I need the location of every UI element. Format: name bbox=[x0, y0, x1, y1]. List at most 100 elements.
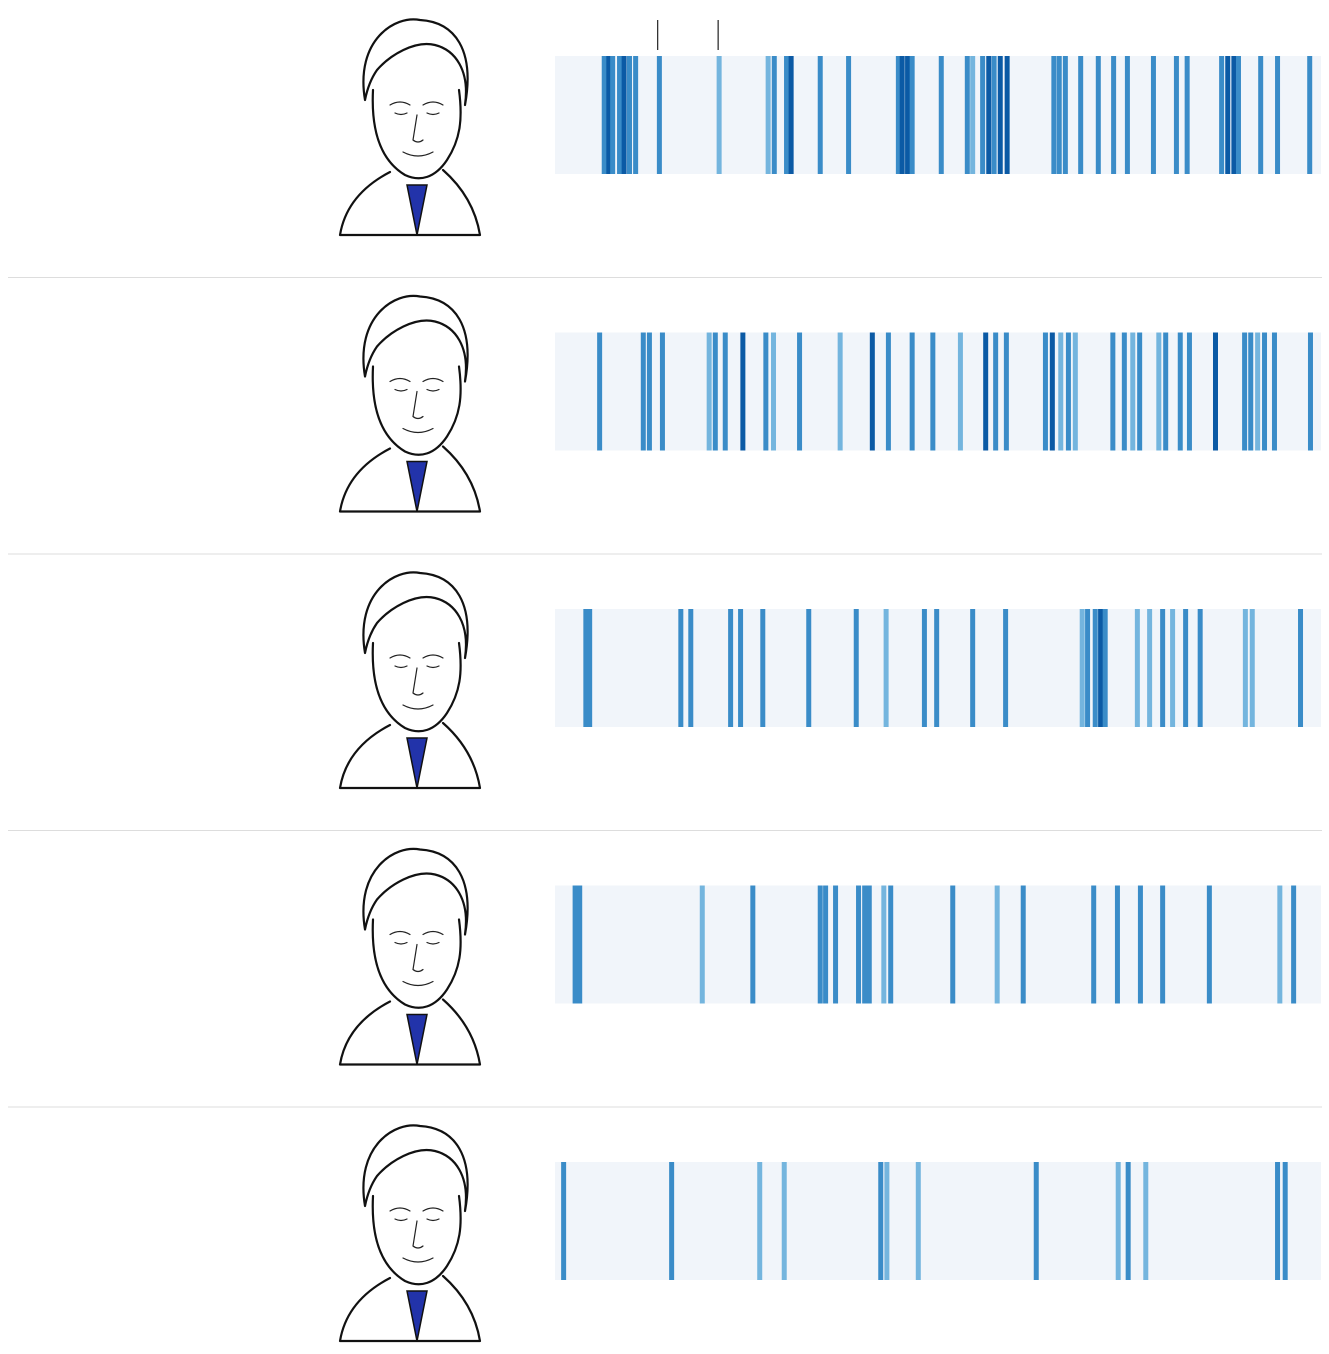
stripe bbox=[1056, 56, 1062, 174]
stripe bbox=[921, 609, 927, 727]
stripe bbox=[991, 56, 997, 174]
stripe bbox=[656, 56, 662, 174]
stripe bbox=[1277, 885, 1283, 1004]
stripe bbox=[1271, 332, 1277, 451]
stripe bbox=[771, 56, 777, 174]
stripe bbox=[1212, 332, 1218, 451]
stripe bbox=[699, 885, 705, 1004]
stripe bbox=[1020, 885, 1026, 1004]
stripe bbox=[610, 56, 616, 174]
stripe bbox=[806, 609, 812, 727]
stripe bbox=[1130, 332, 1136, 451]
stripe bbox=[853, 609, 859, 727]
stripe bbox=[980, 56, 986, 174]
portrait bbox=[338, 847, 482, 1066]
stripe bbox=[597, 332, 603, 451]
stripe bbox=[712, 332, 718, 451]
portrait bbox=[338, 1124, 482, 1343]
stripe bbox=[760, 609, 766, 727]
stripe bbox=[784, 56, 790, 174]
stripe bbox=[950, 885, 956, 1004]
stripe bbox=[1186, 332, 1192, 451]
stripe bbox=[678, 609, 684, 727]
stripe bbox=[1150, 56, 1156, 174]
stripe bbox=[1091, 885, 1097, 1004]
stripe bbox=[869, 332, 875, 451]
stripe bbox=[1156, 332, 1162, 451]
stripe bbox=[1235, 56, 1241, 174]
stripe bbox=[930, 332, 936, 451]
stripe bbox=[1231, 56, 1237, 174]
stripe bbox=[765, 56, 771, 174]
stripe bbox=[1219, 56, 1225, 174]
stripe bbox=[587, 609, 593, 727]
stripe bbox=[1092, 609, 1098, 727]
stripe bbox=[1147, 609, 1153, 727]
stripe bbox=[1160, 885, 1166, 1004]
stripe bbox=[716, 56, 722, 174]
stripe bbox=[1163, 332, 1169, 451]
stripe bbox=[1225, 56, 1231, 174]
stripe bbox=[878, 1162, 884, 1280]
stripe bbox=[740, 332, 746, 451]
stripe bbox=[997, 56, 1003, 174]
stripe bbox=[1307, 56, 1313, 174]
stripe bbox=[1242, 609, 1248, 727]
stripe bbox=[1282, 1162, 1288, 1280]
stripe bbox=[1065, 332, 1071, 451]
stripe bbox=[1078, 56, 1084, 174]
stripe bbox=[934, 609, 940, 727]
stripe bbox=[1275, 56, 1281, 174]
stripe bbox=[1098, 609, 1104, 727]
stripe bbox=[994, 885, 1000, 1004]
stripe bbox=[1143, 1162, 1149, 1280]
stripe bbox=[1173, 56, 1179, 174]
stripe bbox=[895, 56, 901, 174]
stripe bbox=[957, 332, 963, 451]
stripe bbox=[1134, 609, 1140, 727]
stripe bbox=[1051, 56, 1057, 174]
stripe bbox=[1160, 609, 1166, 727]
stripe bbox=[633, 56, 639, 174]
stripe bbox=[1085, 609, 1091, 727]
stripe bbox=[763, 332, 769, 451]
stripe bbox=[1003, 609, 1009, 727]
stripe bbox=[970, 56, 976, 174]
stripe bbox=[993, 332, 999, 451]
stripe bbox=[771, 332, 777, 451]
stripe bbox=[617, 56, 623, 174]
stripe bbox=[757, 1162, 763, 1280]
stripe bbox=[1177, 332, 1183, 451]
stripe bbox=[627, 56, 633, 174]
stripe bbox=[856, 885, 862, 1004]
stripe bbox=[884, 1162, 890, 1280]
stripe bbox=[1137, 885, 1143, 1004]
stripe bbox=[888, 885, 894, 1004]
stripe bbox=[905, 56, 911, 174]
stripe bbox=[722, 332, 728, 451]
stripe bbox=[964, 56, 970, 174]
stripe bbox=[1206, 885, 1212, 1004]
stripe bbox=[1197, 609, 1203, 727]
stripe bbox=[621, 56, 627, 174]
stripe bbox=[1125, 1162, 1131, 1280]
stripe bbox=[750, 885, 756, 1004]
stripe bbox=[986, 56, 992, 174]
strip-background bbox=[555, 1162, 1321, 1280]
stripe bbox=[817, 885, 823, 1004]
stripe bbox=[1095, 56, 1101, 174]
stripe bbox=[1298, 609, 1304, 727]
stripe bbox=[899, 56, 905, 174]
stripe bbox=[909, 332, 915, 451]
stripe bbox=[1124, 56, 1130, 174]
stripe bbox=[1114, 885, 1120, 1004]
stripe bbox=[837, 332, 843, 451]
stripe bbox=[1049, 332, 1055, 451]
stripe bbox=[738, 609, 744, 727]
stripe bbox=[1307, 332, 1313, 451]
stripe bbox=[970, 609, 976, 727]
stripe bbox=[669, 1162, 675, 1280]
stripe bbox=[866, 885, 872, 1004]
stripe bbox=[572, 885, 578, 1004]
